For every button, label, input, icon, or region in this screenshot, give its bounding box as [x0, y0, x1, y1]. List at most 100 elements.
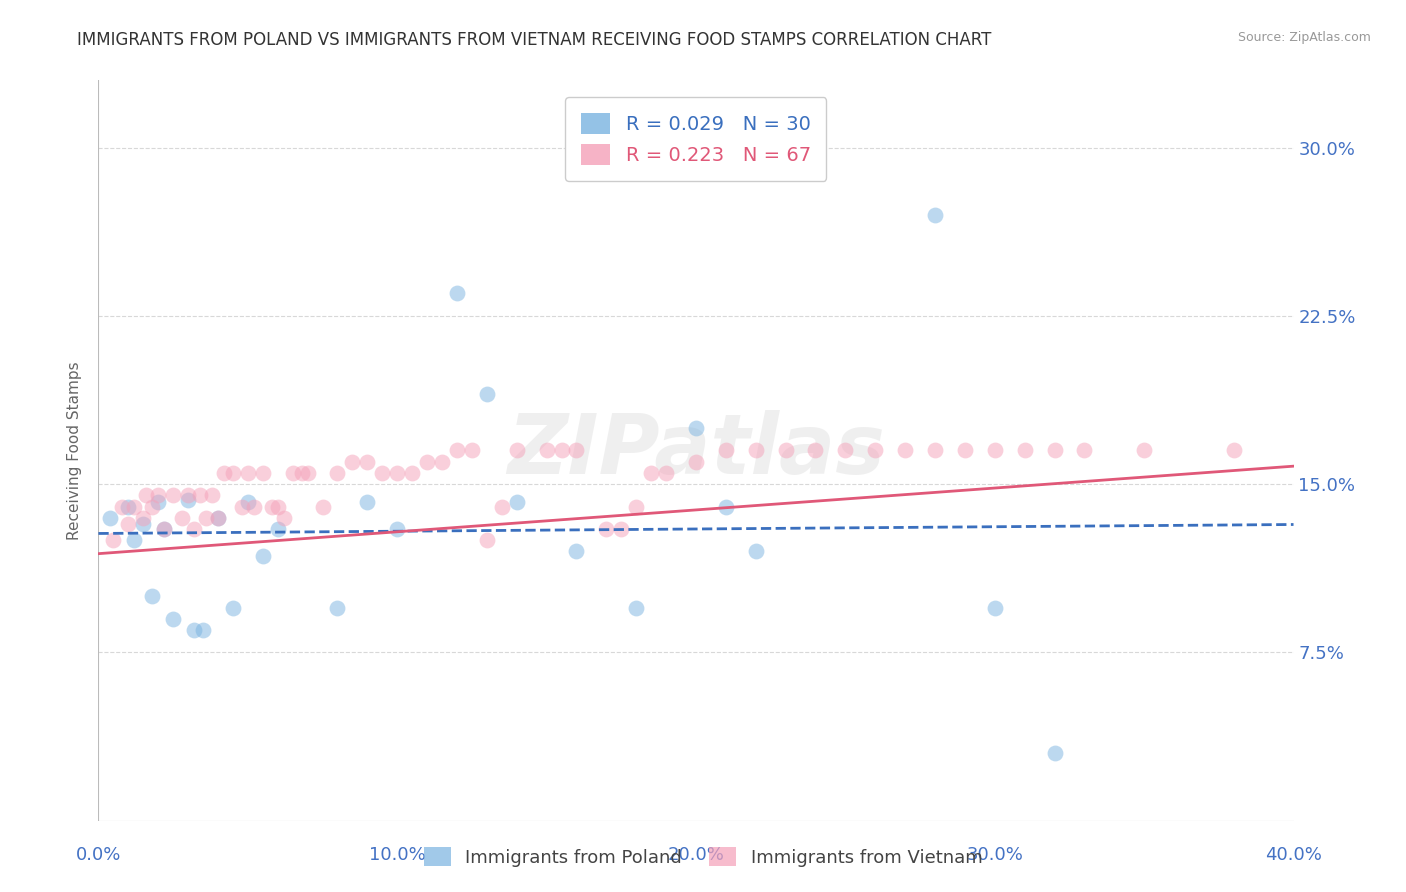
Point [281, 466, 304, 480]
Y-axis label: Receiving Food Stamps: Receiving Food Stamps [67, 361, 83, 540]
Point [141, 589, 163, 603]
Text: ZIPatlas: ZIPatlas [508, 410, 884, 491]
Point [132, 517, 155, 532]
Point [117, 500, 139, 514]
Point [834, 443, 856, 458]
Point [236, 495, 259, 509]
Point [1043, 443, 1066, 458]
Point [326, 600, 349, 615]
Point [177, 492, 200, 507]
Point [297, 466, 319, 480]
Point [222, 600, 245, 615]
Point [401, 466, 423, 480]
Point [984, 443, 1007, 458]
Point [188, 488, 211, 502]
Point [103, 533, 125, 548]
Point [231, 500, 253, 514]
Text: 40.0%: 40.0% [1265, 846, 1322, 863]
Text: 10.0%: 10.0% [368, 846, 426, 863]
Point [1133, 443, 1156, 458]
Point [267, 500, 290, 514]
Point [714, 500, 737, 514]
Point [461, 443, 484, 458]
Point [371, 466, 394, 480]
Point [984, 600, 1007, 615]
Text: 20.0%: 20.0% [668, 846, 724, 863]
Point [953, 443, 976, 458]
Point [1043, 747, 1066, 761]
Point [506, 443, 529, 458]
Text: 0.0%: 0.0% [76, 846, 121, 863]
Point [153, 522, 176, 536]
Point [595, 522, 617, 536]
Point [536, 443, 558, 458]
Legend: R = 0.029   N = 30, R = 0.223   N = 67: R = 0.029 N = 30, R = 0.223 N = 67 [565, 97, 827, 180]
Point [1073, 443, 1095, 458]
Point [326, 466, 349, 480]
Point [111, 500, 134, 514]
Point [273, 510, 295, 524]
Legend: Immigrants from Poland, Immigrants from Vietnam: Immigrants from Poland, Immigrants from … [416, 840, 990, 874]
Point [243, 500, 266, 514]
Point [267, 522, 290, 536]
Point [1014, 443, 1036, 458]
Text: 30.0%: 30.0% [966, 846, 1024, 863]
Point [342, 455, 364, 469]
Point [132, 510, 155, 524]
Point [685, 455, 707, 469]
Point [565, 544, 588, 558]
Point [610, 522, 633, 536]
Point [804, 443, 827, 458]
Point [260, 500, 283, 514]
Point [117, 517, 139, 532]
Point [183, 522, 205, 536]
Point [252, 549, 274, 563]
Point [135, 488, 157, 502]
Point [191, 623, 214, 637]
Point [626, 500, 648, 514]
Point [195, 510, 218, 524]
Point [475, 387, 498, 401]
Point [207, 510, 229, 524]
Point [98, 510, 122, 524]
Point [745, 544, 768, 558]
Point [385, 466, 409, 480]
Point [491, 500, 513, 514]
Point [212, 466, 235, 480]
Point [446, 286, 468, 301]
Point [291, 466, 314, 480]
Point [141, 500, 163, 514]
Point [385, 522, 409, 536]
Text: Source: ZipAtlas.com: Source: ZipAtlas.com [1237, 31, 1371, 45]
Point [222, 466, 245, 480]
Point [745, 443, 768, 458]
Point [714, 443, 737, 458]
Point [430, 455, 453, 469]
Point [183, 623, 205, 637]
Point [416, 455, 439, 469]
Point [162, 488, 184, 502]
Point [201, 488, 224, 502]
Point [924, 208, 946, 222]
Point [172, 510, 194, 524]
Point [236, 466, 259, 480]
Point [148, 495, 170, 509]
Point [775, 443, 797, 458]
Point [640, 466, 662, 480]
Point [1223, 443, 1246, 458]
Point [865, 443, 887, 458]
Point [356, 495, 378, 509]
Point [252, 466, 274, 480]
Point [153, 522, 176, 536]
Point [655, 466, 678, 480]
Point [446, 443, 468, 458]
Point [311, 500, 333, 514]
Point [124, 500, 146, 514]
Point [894, 443, 917, 458]
Point [124, 533, 146, 548]
Point [356, 455, 378, 469]
Point [148, 488, 170, 502]
Point [626, 600, 648, 615]
Point [475, 533, 498, 548]
Point [162, 612, 184, 626]
